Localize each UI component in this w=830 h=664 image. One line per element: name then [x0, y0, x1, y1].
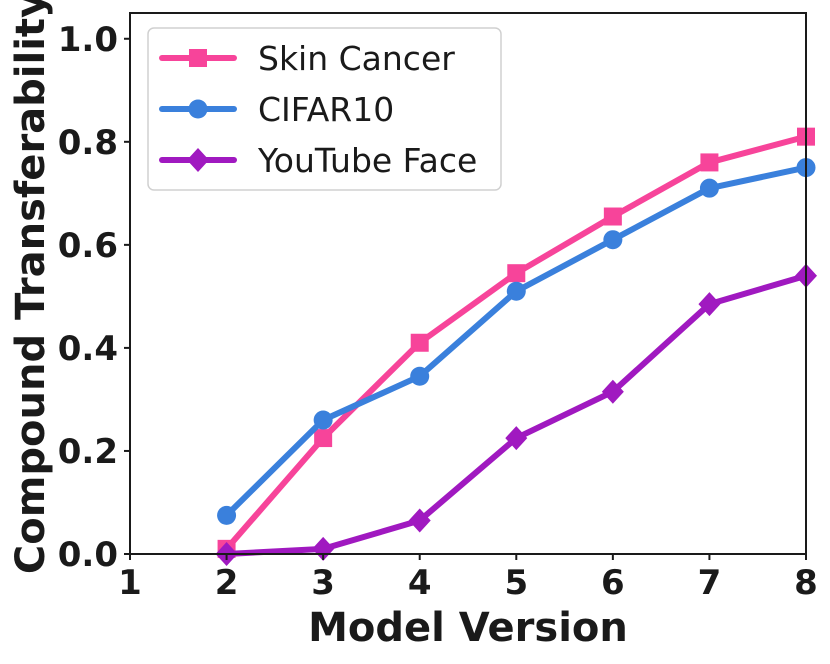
series-youtube-face — [215, 263, 817, 566]
x-tick-label: 6 — [601, 563, 625, 603]
data-point — [505, 426, 528, 451]
legend-label: CIFAR10 — [258, 90, 394, 129]
data-point — [410, 333, 429, 352]
x-tick-label: 3 — [311, 563, 335, 603]
data-point — [506, 281, 526, 301]
y-tick-label: 0.6 — [58, 226, 118, 266]
plot-frame — [129, 12, 807, 555]
legend-item: CIFAR10 — [159, 90, 394, 129]
legend-item: YouTube Face — [159, 141, 477, 180]
plot-content — [215, 127, 817, 566]
y-axis-title: Compound Transferability — [8, 0, 54, 574]
data-point — [698, 292, 721, 317]
data-point — [603, 207, 622, 226]
legend-box — [147, 27, 502, 191]
data-point — [408, 508, 431, 533]
data-point — [507, 264, 526, 283]
x-tick-label: 5 — [504, 563, 528, 603]
x-tick-label: 2 — [215, 563, 239, 603]
legend-marker — [188, 99, 208, 119]
legend-label: Skin Cancer — [258, 39, 455, 78]
y-tick-label: 0.8 — [58, 123, 118, 163]
y-tick-label: 0.2 — [58, 432, 118, 472]
x-axis-title: Model Version — [308, 605, 628, 651]
legend-label: YouTube Face — [257, 141, 477, 180]
data-point — [313, 410, 333, 430]
series-cifar10 — [217, 158, 816, 525]
y-axis-ticks: 0.0 0.2 0.4 0.6 0.8 1.0 — [58, 20, 130, 575]
x-axis-ticks: 1 2 3 4 5 6 7 8 — [118, 554, 818, 603]
data-point — [314, 429, 333, 448]
series-skin-cancer — [217, 127, 815, 558]
x-tick-label: 7 — [698, 563, 722, 603]
legend: Skin Cancer CIFAR10 YouTube Face — [147, 27, 502, 191]
series-line — [223, 133, 809, 552]
x-tick-label: 8 — [794, 563, 818, 603]
y-tick-label: 0.4 — [58, 329, 118, 369]
legend-marker — [189, 49, 207, 67]
data-point — [217, 505, 237, 525]
series-line — [223, 272, 809, 557]
data-point — [601, 379, 624, 404]
y-tick-label: 1.0 — [58, 20, 118, 60]
series-line — [223, 164, 809, 519]
legend-marker — [187, 148, 209, 172]
data-point — [700, 153, 719, 172]
x-tick-label: 1 — [118, 563, 142, 603]
x-tick-label: 4 — [408, 563, 432, 603]
data-point — [603, 230, 623, 250]
data-point — [699, 178, 719, 198]
y-tick-label: 0.0 — [58, 535, 118, 575]
data-point — [410, 366, 430, 386]
legend-item: Skin Cancer — [159, 39, 455, 78]
